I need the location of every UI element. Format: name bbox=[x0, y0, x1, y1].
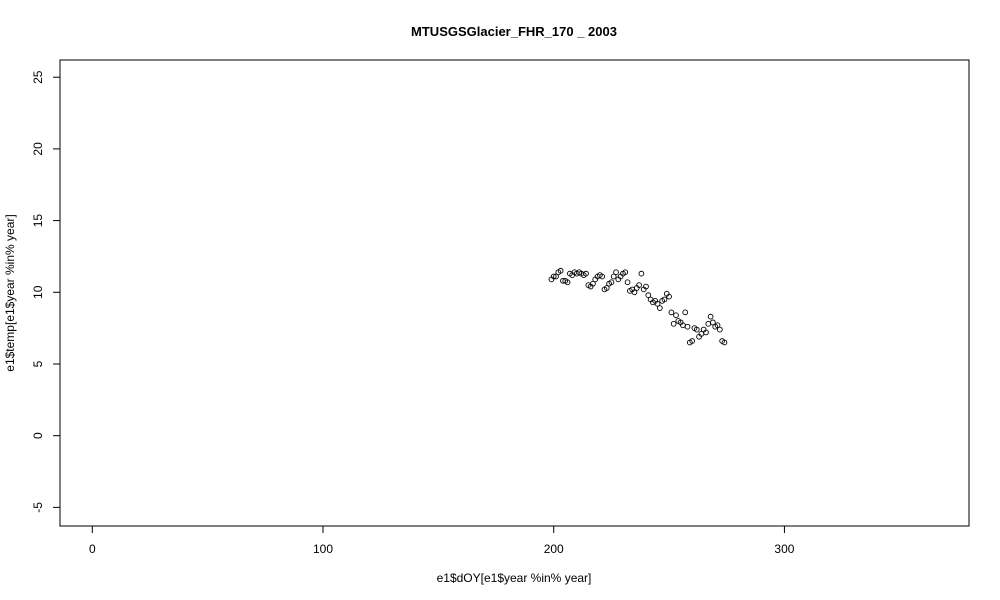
x-tick-label: 0 bbox=[89, 542, 96, 556]
data-point bbox=[608, 279, 615, 286]
data-point bbox=[638, 270, 645, 277]
data-point bbox=[673, 312, 679, 319]
data-point bbox=[550, 273, 557, 280]
data-point bbox=[610, 273, 617, 280]
y-tick-label: 0 bbox=[31, 432, 45, 439]
data-point bbox=[645, 292, 652, 299]
x-axis: 0 100 200 300 bbox=[89, 525, 795, 556]
y-tick-label: -5 bbox=[31, 502, 45, 513]
data-point bbox=[684, 323, 691, 330]
data-point bbox=[716, 326, 723, 333]
data-point bbox=[656, 305, 663, 311]
data-point bbox=[599, 273, 606, 280]
data-point bbox=[689, 338, 695, 344]
data-point bbox=[603, 285, 610, 291]
data-point bbox=[643, 283, 649, 290]
data-point bbox=[710, 319, 716, 326]
x-axis-title: e1$dOY[e1$year %in% year] bbox=[437, 571, 592, 585]
y-tick-label: 5 bbox=[31, 360, 45, 367]
y-tick-label: 25 bbox=[31, 70, 45, 84]
x-tick-label: 100 bbox=[313, 542, 333, 556]
y-tick-label: 15 bbox=[31, 214, 45, 228]
x-tick-label: 200 bbox=[544, 542, 564, 556]
data-point bbox=[583, 270, 589, 277]
data-point bbox=[590, 280, 596, 287]
y-axis-title: e1$temp[e1$year %in% year] bbox=[3, 214, 17, 371]
plot-frame bbox=[59, 59, 970, 527]
chart-title: MTUSGSGlacier_FHR_170 _ 2003 bbox=[411, 24, 617, 39]
data-point bbox=[693, 326, 700, 333]
data-point bbox=[553, 273, 559, 280]
data-point bbox=[705, 320, 712, 327]
data-point bbox=[670, 320, 677, 327]
data-point bbox=[721, 339, 728, 346]
data-point bbox=[714, 322, 721, 329]
data-point bbox=[661, 296, 668, 303]
y-axis: -5 0 5 10 15 20 25 bbox=[31, 70, 61, 513]
x-tick-label: 300 bbox=[774, 542, 794, 556]
y-tick-label: 20 bbox=[31, 142, 45, 156]
data-point bbox=[707, 313, 714, 320]
data-point bbox=[564, 279, 571, 286]
data-point bbox=[668, 309, 675, 316]
y-tick-label: 10 bbox=[31, 285, 45, 299]
data-point bbox=[682, 309, 689, 316]
data-point bbox=[613, 269, 619, 276]
data-point bbox=[557, 267, 564, 274]
data-points bbox=[548, 267, 728, 346]
data-point bbox=[703, 329, 709, 336]
data-point bbox=[622, 269, 629, 276]
data-point bbox=[666, 293, 672, 300]
data-point bbox=[654, 300, 661, 307]
data-point bbox=[624, 279, 631, 286]
data-point bbox=[631, 289, 638, 296]
data-point bbox=[636, 282, 642, 288]
